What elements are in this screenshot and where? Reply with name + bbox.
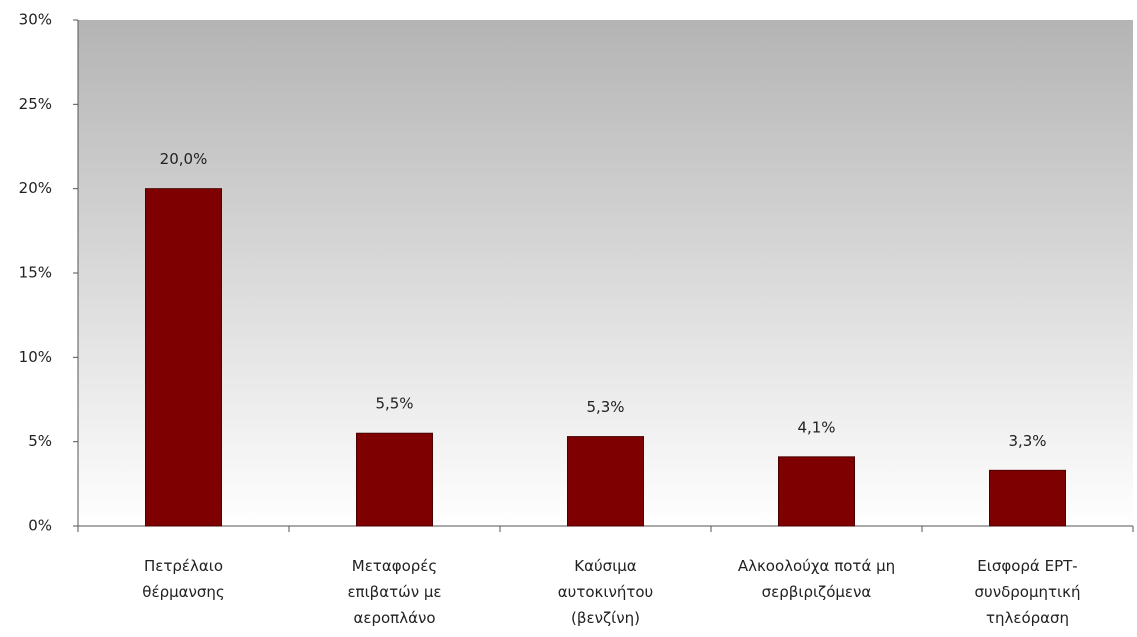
value-label: 5,5%	[375, 395, 413, 413]
bar	[778, 456, 855, 527]
y-tick-label: 10%	[19, 348, 52, 366]
y-tick-label: 20%	[19, 179, 52, 197]
x-tick-label-line: (βενζίνη)	[571, 609, 640, 627]
bar	[567, 436, 644, 527]
value-label: 3,3%	[1008, 432, 1046, 450]
bar	[145, 188, 222, 527]
x-tick-label-line: σερβιριζόμενα	[762, 583, 872, 601]
x-tick-label: Μεταφορές επιβατών με αεροπλάνο	[347, 557, 441, 627]
value-label: 5,3%	[586, 398, 624, 416]
bar	[356, 432, 433, 527]
y-tick-label: 0%	[28, 517, 52, 535]
value-label: 20,0%	[160, 150, 208, 168]
x-tick-label-line: αυτοκινήτου	[558, 583, 653, 601]
x-tick-label-line: τηλεόραση	[986, 609, 1069, 627]
x-tick-label-line: Αλκοολούχα ποτά μη	[738, 557, 895, 575]
x-tick-label-line: συνδρομητική	[975, 583, 1081, 601]
x-tick-label-line: αεροπλάνο	[353, 609, 435, 627]
y-tick-label: 5%	[28, 432, 52, 450]
x-tick-label-line: επιβατών με	[347, 583, 441, 601]
x-tick-label: Αλκοολούχα ποτά μη σερβιριζόμενα	[738, 557, 895, 601]
x-tick-label: Εισφορά ΕΡΤ-συνδρομητική τηλεόραση	[975, 557, 1081, 627]
x-tick-label-line: Καύσιμα	[574, 557, 637, 575]
x-tick-label: Καύσιμα αυτοκινήτου (βενζίνη)	[558, 557, 653, 627]
x-tick-label-line: θέρμανσης	[142, 583, 224, 601]
y-tick-label: 15%	[19, 264, 52, 282]
x-tick-label: Πετρέλαιο θέρμανσης	[142, 557, 224, 601]
bar	[989, 469, 1066, 527]
y-tick-label: 30%	[19, 11, 52, 29]
x-tick-label-line: Εισφορά ΕΡΤ-	[977, 557, 1077, 575]
x-tick-label-line: Μεταφορές	[352, 557, 437, 575]
y-tick-label: 25%	[19, 95, 52, 113]
x-tick-label-line: Πετρέλαιο	[144, 557, 223, 575]
value-label: 4,1%	[797, 418, 835, 436]
